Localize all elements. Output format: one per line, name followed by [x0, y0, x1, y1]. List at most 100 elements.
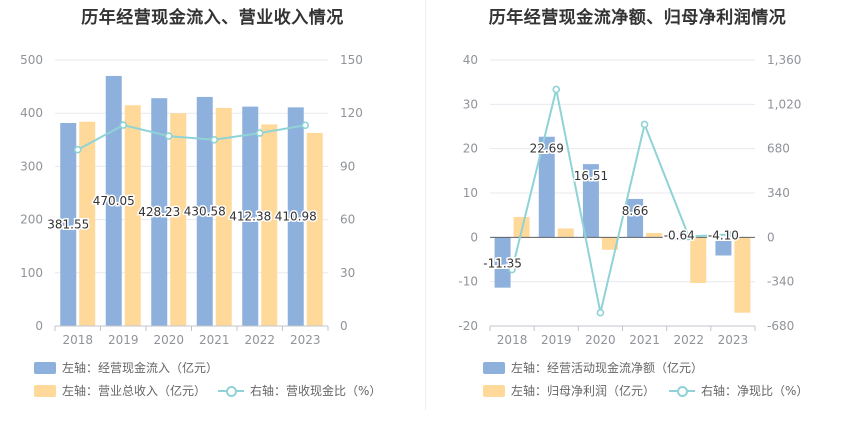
panel-netcash-profit: 历年经营现金流净额、归母净利润情况 -20 -10 0 10 20 30 40 -680 -34…: [425, 0, 850, 437]
legend-swatch: [34, 361, 56, 374]
right-axis-tick-label: 1,360: [767, 53, 801, 67]
legend-label: 左轴：归母净利润（亿元）: [511, 384, 656, 398]
data-label: 430.58: [184, 204, 226, 218]
bar-primary: [60, 123, 77, 326]
left-axis-tick-label: 300: [20, 159, 43, 173]
x-tick-label: 2018: [497, 333, 528, 347]
ratio-line: [77, 124, 306, 151]
left-axis-tick-label: 20: [463, 142, 478, 156]
right-axis-tick-label: 150: [340, 53, 363, 67]
x-tick-label: 2020: [585, 333, 616, 347]
ratio-point: [729, 230, 737, 239]
ratio-point: [301, 121, 310, 130]
chart-cashflow-revenue: 0 100 200 300 400 500 0 30 60 90 120 150 2018 2019 202…: [20, 53, 363, 347]
data-label: -0.64: [664, 228, 695, 242]
bar-secondary: [734, 237, 751, 313]
x-tick-label: 2020: [153, 333, 184, 347]
legend-label: 右轴：净现比（%）: [701, 384, 809, 398]
ratio-point: [164, 132, 173, 140]
right-axis-tick-label: 90: [340, 159, 355, 173]
bar-secondary: [215, 107, 232, 326]
legend-item-cash-inflow[interactable]: 左轴：经营现金流入（亿元）: [34, 359, 218, 376]
chart-netcash-profit: -20 -10 0 10 20 30 40 -680 -340 0 340 680 1,020 1,360…: [458, 53, 801, 347]
x-tick-label: 2019: [108, 333, 139, 347]
legend-item-net-cash-ratio[interactable]: 右轴：净现比（%）: [669, 382, 808, 399]
x-tick-label: 2022: [244, 333, 275, 347]
bar-primary: [196, 96, 213, 326]
left-axis-tick-label: 10: [463, 186, 478, 200]
x-tick-label: 2018: [62, 333, 93, 347]
legend-item-net-profit[interactable]: 左轴：归母净利润（亿元）: [483, 382, 655, 399]
ratio-line: [511, 89, 733, 313]
bar-secondary: [170, 113, 187, 326]
ratio-point: [596, 308, 605, 317]
data-label: -11.35: [483, 257, 522, 271]
data-label: 22.69: [530, 142, 564, 156]
right-axis-tick-label: -340: [767, 275, 794, 289]
bar-secondary: [646, 232, 663, 238]
legend-label: 左轴：经营活动现金流净额（亿元）: [511, 361, 704, 375]
bar-secondary: [690, 237, 707, 283]
legend-line-marker: [669, 385, 695, 397]
legend-line-marker: [218, 385, 244, 397]
bar-primary: [494, 237, 511, 288]
x-tick-label: 2023: [718, 333, 749, 347]
ratio-point: [552, 85, 561, 94]
legend-item-ratio[interactable]: 右轴：营收现金比（%）: [218, 382, 381, 399]
data-label: 470.05: [93, 194, 135, 208]
legend-label: 左轴：营业总收入（亿元）: [62, 384, 207, 398]
left-axis-tick-label: 0: [470, 230, 478, 244]
legend-swatch: [483, 384, 505, 397]
bar-primary: [538, 136, 555, 238]
left-axis-tick-label: -10: [458, 275, 478, 289]
x-tick-label: 2019: [541, 333, 572, 347]
right-axis-tick-label: -680: [767, 319, 794, 333]
right-axis-tick-label: 0: [340, 319, 348, 333]
left-axis-tick-label: 0: [35, 319, 43, 333]
right-axis-tick-label: 0: [767, 230, 775, 244]
chart-title: 历年经营现金流净额、归母净利润情况: [488, 8, 787, 28]
ratio-point: [255, 129, 264, 137]
ratio-point: [508, 265, 516, 274]
left-axis-tick-label: -20: [458, 319, 478, 333]
bar-secondary: [557, 228, 574, 238]
bar-secondary: [124, 105, 141, 326]
x-tick-label: 2022: [673, 333, 704, 347]
right-axis-tick-label: 120: [340, 106, 363, 120]
left-axis-tick-label: 30: [463, 97, 478, 111]
right-axis-tick-label: 680: [767, 142, 790, 156]
bar-secondary: [79, 121, 96, 326]
left-axis-tick-label: 500: [20, 53, 43, 67]
legend-item-revenue[interactable]: 左轴：营业总收入（亿元）: [34, 382, 206, 399]
ratio-point: [73, 145, 82, 154]
panel-cashflow-revenue: 历年经营现金流入、营业收入情况 0 100 200 300 400 500 0 30 60 90 1…: [20, 8, 381, 399]
ratio-point: [210, 136, 219, 144]
left-axis-tick-label: 400: [20, 106, 43, 120]
ratio-point: [640, 120, 649, 129]
bar-primary: [715, 237, 732, 256]
legend-swatch: [34, 384, 56, 397]
right-axis-tick-label: 60: [340, 213, 355, 227]
data-label: -4.10: [708, 228, 739, 242]
data-label: 410.98: [275, 210, 317, 224]
bar-primary: [671, 237, 688, 241]
ratio-point: [119, 121, 128, 129]
bar-secondary: [261, 124, 278, 326]
bar-primary: [151, 98, 168, 326]
left-axis-tick-label: 200: [20, 213, 43, 227]
ratio-point: [684, 232, 693, 241]
bar-primary: [242, 106, 259, 327]
data-label: 412.38: [229, 209, 271, 223]
bar-primary: [287, 107, 304, 326]
chart-title: 历年经营现金流入、营业收入情况: [81, 8, 344, 28]
right-axis-tick-label: 340: [767, 186, 790, 200]
legend-item-net-cashflow[interactable]: 左轴：经营活动现金流净额（亿元）: [483, 359, 703, 376]
right-axis-tick-label: 1,020: [767, 97, 801, 111]
x-tick-label: 2021: [199, 333, 230, 347]
data-label: 16.51: [574, 169, 608, 183]
legend-swatch: [483, 361, 505, 374]
panel-divider: [425, 0, 426, 410]
left-axis-tick-label: 40: [463, 53, 478, 67]
left-axis-tick-label: 100: [20, 266, 43, 280]
data-label: 8.66: [622, 204, 649, 218]
